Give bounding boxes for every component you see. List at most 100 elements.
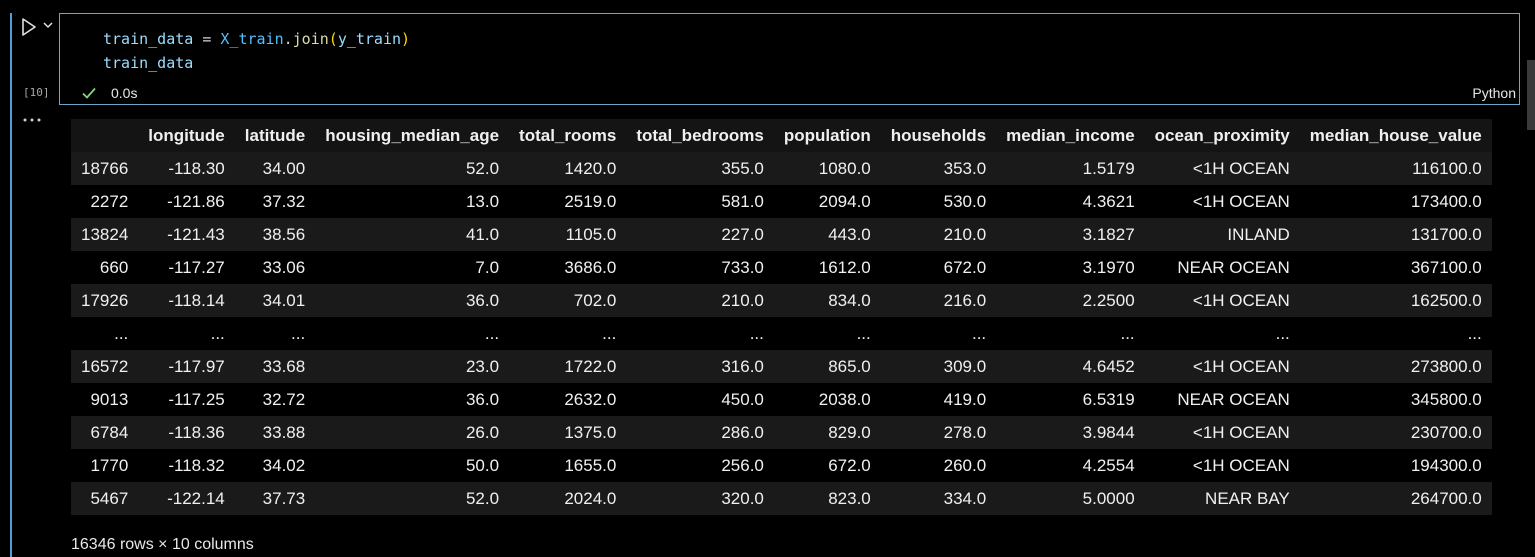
- table-row: 9013 -117.25 32.72 36.0 2632.0 450.0 2038.0 419…: [71, 383, 1492, 416]
- table-row: 5467 -122.14 37.73 52.0 2024.0 320.0 823.0 334.…: [71, 482, 1492, 515]
- column-header: housing_median_age: [315, 119, 510, 152]
- table-cell: 34.00: [234, 152, 316, 185]
- table-cell: <1H OCEAN: [1144, 185, 1300, 218]
- code-line[interactable]: train_data: [103, 54, 194, 72]
- table-cell: 36.0: [315, 284, 510, 317]
- table-cell: 5.0000: [996, 482, 1145, 515]
- table-cell: 865.0: [773, 350, 881, 383]
- table-cell: 38.56: [234, 218, 316, 251]
- column-header: total_rooms: [509, 119, 627, 152]
- row-index-cell: 2272: [71, 185, 139, 218]
- table-cell: ...: [773, 317, 881, 350]
- table-cell: <1H OCEAN: [1144, 152, 1300, 185]
- code-line[interactable]: train_data = X_train.join(y_train): [103, 30, 410, 48]
- table-cell: -118.30: [138, 152, 235, 185]
- table-cell: 320.0: [626, 482, 774, 515]
- table-cell: 2632.0: [509, 383, 627, 416]
- table-cell: 116100.0: [1299, 152, 1492, 185]
- table-cell: 309.0: [880, 350, 997, 383]
- code-token: train_data: [103, 30, 194, 48]
- table-cell: 32.72: [234, 383, 316, 416]
- scrollbar-thumb[interactable]: [1527, 60, 1535, 130]
- table-cell: 34.01: [234, 284, 316, 317]
- table-cell: 34.02: [234, 449, 316, 482]
- table-cell: ...: [1299, 317, 1492, 350]
- table-cell: 829.0: [773, 416, 881, 449]
- check-icon: [82, 87, 96, 99]
- row-index-cell: 5467: [71, 482, 139, 515]
- table-cell: 3.1827: [996, 218, 1145, 251]
- table-cell: 3686.0: [509, 251, 627, 284]
- code-token: .: [283, 30, 293, 48]
- table-body: 18766 -118.30 34.00 52.0 1420.0 355.0 1080.0 35…: [71, 152, 1492, 515]
- table-cell: 672.0: [773, 449, 881, 482]
- table-cell: 37.73: [234, 482, 316, 515]
- table-cell: 1655.0: [509, 449, 627, 482]
- dataframe-table: longitude latitude housing_median_age to…: [71, 119, 1492, 515]
- table-row: 18766 -118.30 34.00 52.0 1420.0 355.0 1080.0 35…: [71, 152, 1492, 185]
- table-cell: 834.0: [773, 284, 881, 317]
- table-cell: 2519.0: [509, 185, 627, 218]
- row-index-cell: 9013: [71, 383, 139, 416]
- table-cell: 353.0: [880, 152, 997, 185]
- table-cell: 3.1970: [996, 251, 1145, 284]
- table-cell: 36.0: [315, 383, 510, 416]
- table-cell: 2094.0: [773, 185, 881, 218]
- table-cell: 450.0: [626, 383, 774, 416]
- table-cell: 210.0: [626, 284, 774, 317]
- row-index-cell: ...: [71, 317, 139, 350]
- table-cell: 13.0: [315, 185, 510, 218]
- code-token: join: [292, 30, 329, 48]
- table-cell: -117.25: [138, 383, 235, 416]
- table-cell: 2.2500: [996, 284, 1145, 317]
- table-cell: 345800.0: [1299, 383, 1492, 416]
- table-cell: 7.0: [315, 251, 510, 284]
- code-cell-editor[interactable]: train_data = X_train.join(y_train) train…: [59, 13, 1520, 105]
- table-row: 16572 -117.97 33.68 23.0 1722.0 316.0 865.0 309…: [71, 350, 1492, 383]
- table-cell: <1H OCEAN: [1144, 449, 1300, 482]
- table-cell: 2024.0: [509, 482, 627, 515]
- table-cell: 702.0: [509, 284, 627, 317]
- code-token: (: [328, 30, 338, 48]
- table-cell: 216.0: [880, 284, 997, 317]
- table-cell: 227.0: [626, 218, 774, 251]
- table-cell: ...: [1144, 317, 1300, 350]
- table-cell: 52.0: [315, 152, 510, 185]
- table-row: 17926 -118.14 34.01 36.0 702.0 210.0 834.0 216.…: [71, 284, 1492, 317]
- table-cell: 1722.0: [509, 350, 627, 383]
- more-icon[interactable]: [22, 116, 42, 124]
- column-header: households: [880, 119, 997, 152]
- table-cell: 733.0: [626, 251, 774, 284]
- table-row: 6784 -118.36 33.88 26.0 1375.0 286.0 829.0 278.…: [71, 416, 1492, 449]
- table-cell: <1H OCEAN: [1144, 350, 1300, 383]
- row-index-cell: 1770: [71, 449, 139, 482]
- table-cell: 162500.0: [1299, 284, 1492, 317]
- cell-focus-bar: [10, 13, 12, 557]
- scrollbar-track[interactable]: [1527, 0, 1535, 557]
- table-cell: ...: [996, 317, 1145, 350]
- table-cell: ...: [880, 317, 997, 350]
- language-selector[interactable]: Python: [1472, 85, 1516, 101]
- chevron-down-icon[interactable]: [41, 18, 55, 32]
- table-cell: 131700.0: [1299, 218, 1492, 251]
- table-cell: 37.32: [234, 185, 316, 218]
- table-row: .................................: [71, 317, 1492, 350]
- row-index-cell: 16572: [71, 350, 139, 383]
- play-icon[interactable]: [18, 16, 40, 38]
- table-cell: 355.0: [626, 152, 774, 185]
- row-count-summary: 16346 rows × 10 columns: [71, 536, 254, 553]
- table-cell: 264700.0: [1299, 482, 1492, 515]
- table-cell: ...: [138, 317, 235, 350]
- table-cell: 6.5319: [996, 383, 1145, 416]
- row-index-cell: 17926: [71, 284, 139, 317]
- table-cell: -117.97: [138, 350, 235, 383]
- table-cell: 33.88: [234, 416, 316, 449]
- code-token: X_train: [220, 30, 284, 48]
- table-header-row: longitude latitude housing_median_age to…: [71, 119, 1492, 152]
- table-cell: ...: [234, 317, 316, 350]
- table-row: 1770 -118.32 34.02 50.0 1655.0 256.0 672.0 260.…: [71, 449, 1492, 482]
- table-cell: 33.06: [234, 251, 316, 284]
- table-cell: NEAR OCEAN: [1144, 251, 1300, 284]
- execution-time: 0.0s: [111, 85, 138, 101]
